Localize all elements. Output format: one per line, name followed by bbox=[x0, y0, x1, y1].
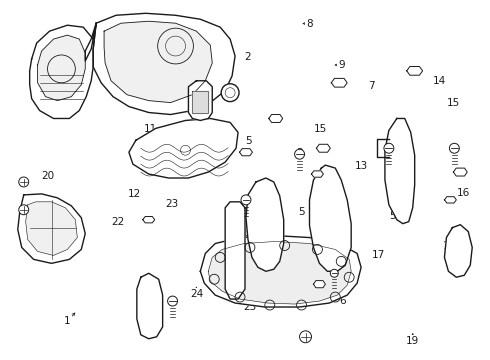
Text: 11: 11 bbox=[144, 124, 157, 134]
Polygon shape bbox=[240, 149, 252, 156]
Polygon shape bbox=[189, 81, 212, 121]
Text: 22: 22 bbox=[111, 217, 124, 227]
Circle shape bbox=[294, 149, 305, 159]
Text: 16: 16 bbox=[318, 200, 331, 210]
Circle shape bbox=[449, 143, 459, 153]
Polygon shape bbox=[269, 114, 283, 122]
Text: 9: 9 bbox=[338, 60, 344, 70]
Polygon shape bbox=[143, 216, 155, 223]
Text: 5: 5 bbox=[245, 136, 252, 146]
Polygon shape bbox=[208, 242, 351, 304]
Text: 19: 19 bbox=[406, 336, 419, 346]
Text: 15: 15 bbox=[446, 98, 460, 108]
Polygon shape bbox=[407, 67, 422, 75]
Polygon shape bbox=[18, 194, 85, 264]
Text: 20: 20 bbox=[42, 171, 55, 181]
Polygon shape bbox=[225, 202, 245, 299]
Text: 17: 17 bbox=[372, 250, 385, 260]
Circle shape bbox=[168, 296, 177, 306]
Text: 16: 16 bbox=[457, 188, 470, 198]
Polygon shape bbox=[137, 273, 163, 339]
Polygon shape bbox=[200, 235, 361, 307]
Polygon shape bbox=[93, 13, 235, 114]
Circle shape bbox=[384, 143, 394, 153]
Polygon shape bbox=[85, 23, 96, 61]
Text: 23: 23 bbox=[166, 199, 179, 209]
Text: 5: 5 bbox=[389, 211, 395, 221]
Polygon shape bbox=[25, 202, 77, 255]
Polygon shape bbox=[129, 118, 238, 178]
Polygon shape bbox=[444, 225, 472, 277]
Polygon shape bbox=[314, 280, 325, 288]
Circle shape bbox=[19, 205, 29, 215]
Polygon shape bbox=[310, 165, 351, 271]
Text: 3: 3 bbox=[295, 148, 302, 158]
Text: 7: 7 bbox=[368, 81, 375, 91]
Text: 25: 25 bbox=[243, 302, 256, 312]
Polygon shape bbox=[104, 21, 212, 103]
Text: 14: 14 bbox=[433, 76, 446, 86]
Circle shape bbox=[221, 84, 239, 102]
Polygon shape bbox=[331, 78, 347, 87]
Text: 12: 12 bbox=[128, 189, 141, 199]
Text: 1: 1 bbox=[64, 316, 71, 326]
Polygon shape bbox=[246, 178, 284, 271]
Polygon shape bbox=[312, 171, 323, 177]
Text: 8: 8 bbox=[306, 18, 313, 28]
Text: 21: 21 bbox=[32, 228, 45, 238]
Circle shape bbox=[330, 269, 338, 277]
Polygon shape bbox=[317, 144, 330, 152]
Polygon shape bbox=[38, 35, 85, 100]
Polygon shape bbox=[453, 168, 467, 176]
Polygon shape bbox=[385, 118, 415, 224]
Text: 6: 6 bbox=[243, 228, 250, 238]
Polygon shape bbox=[444, 197, 456, 203]
Text: 5: 5 bbox=[298, 207, 305, 217]
Text: 15: 15 bbox=[314, 124, 327, 134]
Polygon shape bbox=[30, 23, 96, 118]
Circle shape bbox=[241, 195, 251, 205]
Text: 18: 18 bbox=[442, 241, 456, 251]
Text: 4: 4 bbox=[388, 182, 394, 192]
Text: 10: 10 bbox=[110, 64, 123, 73]
Text: 2: 2 bbox=[244, 52, 251, 62]
Text: 13: 13 bbox=[355, 161, 368, 171]
Circle shape bbox=[299, 331, 312, 343]
Polygon shape bbox=[193, 91, 208, 113]
Circle shape bbox=[19, 177, 29, 187]
Text: 24: 24 bbox=[190, 289, 203, 299]
Text: 6: 6 bbox=[339, 296, 345, 306]
Text: 6: 6 bbox=[273, 259, 280, 269]
